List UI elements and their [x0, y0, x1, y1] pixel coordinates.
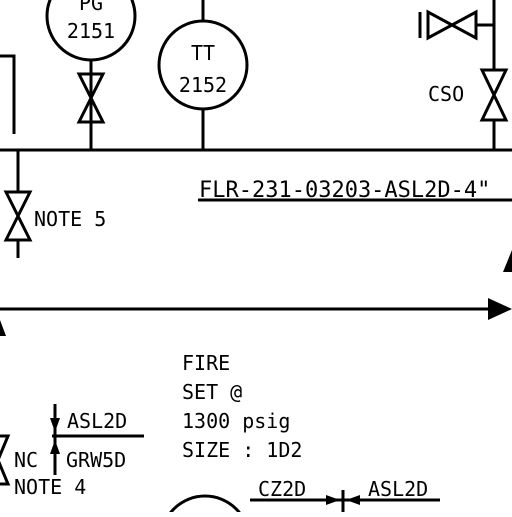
cz2d-label: CZ2D — [258, 477, 306, 501]
spec-break-arrow-up-icon — [50, 440, 60, 454]
instrument-2151-function: PG — [79, 0, 103, 15]
fire-label-line1: FIRE — [182, 351, 230, 375]
flow-arrow-up-left-icon — [0, 320, 6, 336]
note5-label: NOTE 5 — [34, 207, 106, 231]
line-number-label: FLR-231-03203-ASL2D-4" — [199, 178, 490, 203]
fire-label-line2: SET @ — [182, 380, 242, 404]
pipe-segment-top-left — [0, 54, 16, 134]
fire-label-line4: SIZE : 1D2 — [182, 438, 302, 462]
fire-label-line3: 1300 psig — [182, 409, 290, 433]
spec-bottom-label: GRW5D — [66, 448, 126, 472]
bottom-left-valve-icon[interactable] — [0, 434, 11, 486]
valve-2151-icon[interactable] — [76, 72, 106, 124]
spec-break-bottom-arrow-right-icon — [346, 495, 360, 505]
note4-label: NOTE 4 — [14, 475, 86, 499]
pipe-segment-top-right — [476, 0, 496, 27]
spec-top-label: ASL2D — [67, 409, 127, 433]
instrument-2151-number: 2151 — [67, 19, 115, 43]
instrument-bubble-bottom[interactable] — [161, 494, 249, 517]
spec-break-arrow-down-icon — [50, 418, 60, 432]
nc-label: NC — [14, 448, 38, 472]
flow-arrow-up-right-icon — [503, 250, 512, 272]
cso-valve-icon[interactable] — [479, 68, 509, 122]
cso-label: CSO — [428, 82, 464, 106]
instrument-tt-number: 2152 — [179, 73, 227, 97]
flow-arrow-icon — [488, 298, 512, 320]
asl2d-right-label: ASL2D — [368, 477, 428, 501]
note5-valve-icon[interactable] — [3, 190, 33, 242]
spec-break-bottom-arrow-left-icon — [326, 495, 340, 505]
instrument-tt-function: TT — [191, 41, 215, 65]
horizontal-valve-icon[interactable] — [426, 9, 478, 41]
